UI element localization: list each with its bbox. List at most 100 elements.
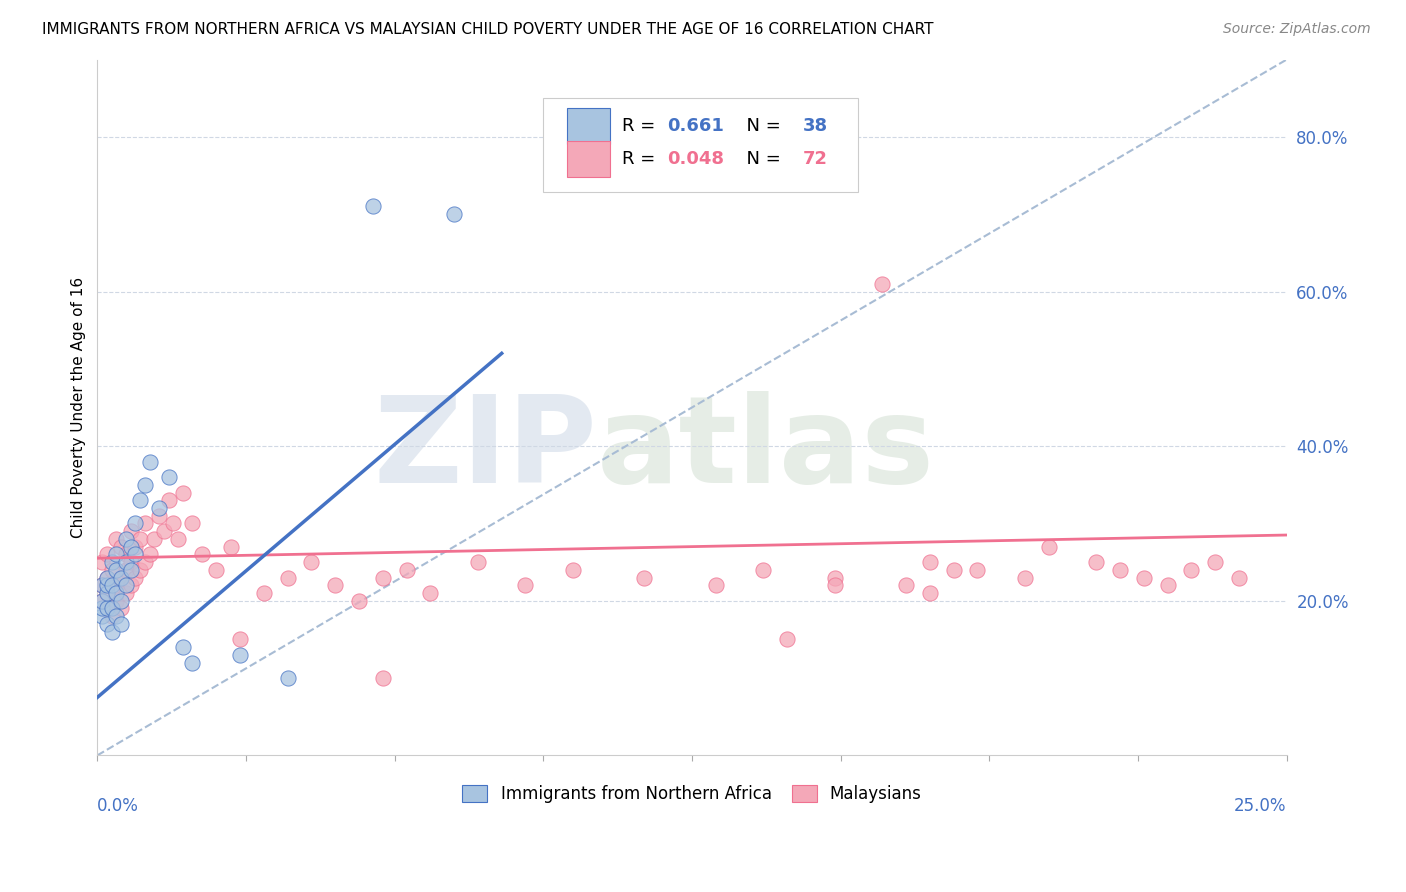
Point — [91, 578, 114, 592]
Point — [1180, 563, 1202, 577]
Point — [1204, 555, 1226, 569]
Point — [966, 563, 988, 577]
Point — [96, 570, 118, 584]
Point — [100, 609, 122, 624]
Point — [96, 578, 118, 592]
Point — [253, 586, 276, 600]
Point — [172, 640, 194, 654]
Point — [115, 586, 138, 600]
Point — [395, 563, 418, 577]
Point — [1109, 563, 1132, 577]
Point — [143, 532, 166, 546]
Point — [894, 578, 917, 592]
Point — [91, 555, 114, 569]
Point — [918, 555, 941, 569]
Point — [181, 516, 204, 531]
Point — [96, 547, 118, 561]
Point — [633, 570, 655, 584]
FancyBboxPatch shape — [567, 141, 610, 178]
Point — [229, 632, 252, 647]
Point — [870, 277, 893, 291]
Point — [129, 493, 152, 508]
Point — [371, 671, 394, 685]
Point — [120, 555, 142, 569]
FancyBboxPatch shape — [567, 108, 610, 144]
Point — [752, 563, 775, 577]
Point — [105, 609, 128, 624]
Text: IMMIGRANTS FROM NORTHERN AFRICA VS MALAYSIAN CHILD POVERTY UNDER THE AGE OF 16 C: IMMIGRANTS FROM NORTHERN AFRICA VS MALAY… — [42, 22, 934, 37]
Point — [157, 493, 180, 508]
Point — [134, 516, 156, 531]
Point — [100, 624, 122, 639]
Point — [443, 207, 465, 221]
Point — [124, 570, 146, 584]
Point — [1227, 570, 1250, 584]
Point — [100, 578, 122, 592]
Point — [467, 555, 489, 569]
Point — [1133, 570, 1156, 584]
Point — [91, 601, 114, 615]
Point — [105, 563, 128, 577]
Point — [824, 570, 846, 584]
Text: atlas: atlas — [596, 391, 935, 508]
Point — [105, 532, 128, 546]
Point — [110, 540, 132, 554]
Point — [1156, 578, 1178, 592]
Text: ZIP: ZIP — [373, 391, 596, 508]
Point — [138, 454, 160, 468]
Text: N =: N = — [735, 150, 786, 168]
Point — [371, 570, 394, 584]
Point — [704, 578, 727, 592]
Point — [124, 547, 146, 561]
Point — [120, 563, 142, 577]
Point — [1014, 570, 1036, 584]
Point — [115, 555, 138, 569]
Point — [191, 547, 214, 561]
Point — [115, 532, 138, 546]
Point — [100, 601, 122, 615]
Point — [776, 632, 799, 647]
Point — [115, 578, 138, 592]
Point — [100, 555, 122, 569]
Point — [96, 570, 118, 584]
Point — [1038, 540, 1060, 554]
Text: R =: R = — [621, 117, 661, 135]
Point — [277, 570, 299, 584]
Text: 72: 72 — [803, 150, 828, 168]
FancyBboxPatch shape — [543, 98, 859, 192]
Point — [91, 578, 114, 592]
Point — [110, 616, 132, 631]
Point — [515, 578, 537, 592]
Point — [124, 540, 146, 554]
Point — [129, 563, 152, 577]
Point — [419, 586, 441, 600]
Point — [124, 516, 146, 531]
Point — [91, 593, 114, 607]
Point — [96, 601, 118, 615]
Point — [120, 524, 142, 538]
Point — [918, 586, 941, 600]
Point — [110, 570, 132, 584]
Point — [105, 578, 128, 592]
Point — [91, 593, 114, 607]
Text: 25.0%: 25.0% — [1234, 797, 1286, 815]
Text: 0.661: 0.661 — [666, 117, 724, 135]
Point — [134, 555, 156, 569]
Point — [134, 477, 156, 491]
Point — [1085, 555, 1108, 569]
Point — [110, 601, 132, 615]
Point — [96, 616, 118, 631]
Point — [361, 199, 384, 213]
Point — [120, 578, 142, 592]
Text: 38: 38 — [803, 117, 828, 135]
Point — [153, 524, 176, 538]
Point — [129, 532, 152, 546]
Point — [205, 563, 228, 577]
Legend: Immigrants from Northern Africa, Malaysians: Immigrants from Northern Africa, Malaysi… — [456, 778, 928, 810]
Point — [105, 593, 128, 607]
Point — [148, 508, 170, 523]
Text: Source: ZipAtlas.com: Source: ZipAtlas.com — [1223, 22, 1371, 37]
Point — [942, 563, 965, 577]
Point — [91, 609, 114, 624]
Point — [110, 593, 132, 607]
